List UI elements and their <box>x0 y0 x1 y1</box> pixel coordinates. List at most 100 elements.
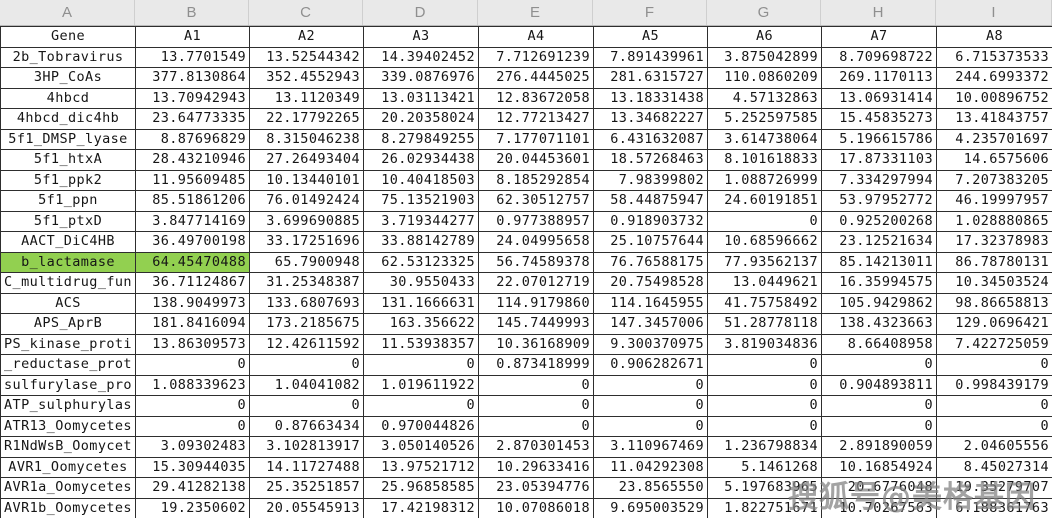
value-cell-G11[interactable]: 10.68596662 <box>707 231 822 253</box>
value-cell-C2[interactable]: 13.52544342 <box>249 46 364 68</box>
header-cell-a3[interactable]: A3 <box>363 26 479 48</box>
value-cell-H11[interactable]: 23.12521634 <box>821 231 937 253</box>
value-cell-I24[interactable]: 6.188361763 <box>936 497 1052 518</box>
value-cell-I17[interactable]: 0 <box>936 354 1052 376</box>
value-cell-F23[interactable]: 23.8565550 <box>593 477 708 499</box>
value-cell-B4[interactable]: 13.70942943 <box>135 87 250 109</box>
value-cell-D12[interactable]: 62.53123325 <box>363 251 479 273</box>
value-cell-D9[interactable]: 75.13521903 <box>363 190 479 212</box>
value-cell-H3[interactable]: 269.1170113 <box>821 67 937 89</box>
value-cell-C11[interactable]: 33.17251696 <box>249 231 364 253</box>
value-cell-G2[interactable]: 3.875042899 <box>707 46 822 68</box>
value-cell-B10[interactable]: 3.847714169 <box>135 210 250 232</box>
value-cell-D23[interactable]: 25.96858585 <box>363 477 479 499</box>
gene-cell[interactable]: AACT_DiC4HB <box>0 231 136 253</box>
value-cell-H17[interactable]: 0 <box>821 354 937 376</box>
value-cell-D8[interactable]: 10.40418503 <box>363 169 479 191</box>
header-cell-a1[interactable]: A1 <box>135 26 250 48</box>
value-cell-G6[interactable]: 3.614738064 <box>707 128 822 150</box>
value-cell-B5[interactable]: 23.64773335 <box>135 108 250 130</box>
value-cell-C15[interactable]: 173.2185675 <box>249 313 364 335</box>
value-cell-I12[interactable]: 86.78780131 <box>936 251 1052 273</box>
value-cell-B23[interactable]: 29.41282138 <box>135 477 250 499</box>
gene-cell[interactable]: ATP_sulphurylas <box>0 395 136 417</box>
header-cell-a2[interactable]: A2 <box>249 26 364 48</box>
value-cell-F19[interactable]: 0 <box>593 395 708 417</box>
value-cell-F20[interactable]: 0 <box>593 415 708 437</box>
value-cell-F15[interactable]: 147.3457006 <box>593 313 708 335</box>
value-cell-B18[interactable]: 1.088339623 <box>135 374 250 396</box>
value-cell-I18[interactable]: 0.998439179 <box>936 374 1052 396</box>
value-cell-E7[interactable]: 20.04453601 <box>478 149 594 171</box>
value-cell-E23[interactable]: 23.05394776 <box>478 477 594 499</box>
value-cell-E13[interactable]: 22.07012719 <box>478 272 594 294</box>
value-cell-G5[interactable]: 5.252597585 <box>707 108 822 130</box>
value-cell-E12[interactable]: 56.74589378 <box>478 251 594 273</box>
value-cell-D17[interactable]: 0 <box>363 354 479 376</box>
value-cell-D13[interactable]: 30.9550433 <box>363 272 479 294</box>
value-cell-G19[interactable]: 0 <box>707 395 822 417</box>
value-cell-F10[interactable]: 0.918903732 <box>593 210 708 232</box>
gene-cell[interactable]: AVR1_Oomycetes <box>0 456 136 478</box>
value-cell-H18[interactable]: 0.904893811 <box>821 374 937 396</box>
value-cell-B16[interactable]: 13.86309573 <box>135 333 250 355</box>
value-cell-G16[interactable]: 3.819034836 <box>707 333 822 355</box>
value-cell-F22[interactable]: 11.04292308 <box>593 456 708 478</box>
value-cell-D18[interactable]: 1.019611922 <box>363 374 479 396</box>
value-cell-G20[interactable]: 0 <box>707 415 822 437</box>
gene-cell[interactable]: C_multidrug_fun <box>0 272 136 294</box>
value-cell-D2[interactable]: 14.39402452 <box>363 46 479 68</box>
column-header-B[interactable]: B <box>135 0 249 25</box>
value-cell-F17[interactable]: 0.906282671 <box>593 354 708 376</box>
column-header-C[interactable]: C <box>249 0 363 25</box>
value-cell-B8[interactable]: 11.95609485 <box>135 169 250 191</box>
value-cell-E15[interactable]: 145.7449993 <box>478 313 594 335</box>
header-cell-a6[interactable]: A6 <box>707 26 822 48</box>
value-cell-G7[interactable]: 8.101618833 <box>707 149 822 171</box>
gene-cell[interactable]: 4hbcd_dic4hb <box>0 108 136 130</box>
value-cell-I23[interactable]: 19.35279707 <box>936 477 1052 499</box>
value-cell-H21[interactable]: 2.891890059 <box>821 436 937 458</box>
column-header-H[interactable]: H <box>821 0 936 25</box>
value-cell-G10[interactable]: 0 <box>707 210 822 232</box>
value-cell-E2[interactable]: 7.712691239 <box>478 46 594 68</box>
value-cell-F12[interactable]: 76.76588175 <box>593 251 708 273</box>
value-cell-B20[interactable]: 0 <box>135 415 250 437</box>
value-cell-F7[interactable]: 18.57268463 <box>593 149 708 171</box>
value-cell-I8[interactable]: 7.207383205 <box>936 169 1052 191</box>
value-cell-I19[interactable]: 0 <box>936 395 1052 417</box>
value-cell-H4[interactable]: 13.06931414 <box>821 87 937 109</box>
value-cell-D20[interactable]: 0.970044826 <box>363 415 479 437</box>
header-cell-a8[interactable]: A8 <box>936 26 1052 48</box>
value-cell-I10[interactable]: 1.028880865 <box>936 210 1052 232</box>
column-header-G[interactable]: G <box>707 0 821 25</box>
value-cell-E22[interactable]: 10.29633416 <box>478 456 594 478</box>
value-cell-I9[interactable]: 46.19997957 <box>936 190 1052 212</box>
value-cell-C23[interactable]: 25.35251857 <box>249 477 364 499</box>
value-cell-C17[interactable]: 0 <box>249 354 364 376</box>
value-cell-G22[interactable]: 5.1461268 <box>707 456 822 478</box>
value-cell-B13[interactable]: 36.71124867 <box>135 272 250 294</box>
gene-cell[interactable]: 2b_Tobravirus <box>0 46 136 68</box>
value-cell-G4[interactable]: 4.57132863 <box>707 87 822 109</box>
value-cell-H20[interactable]: 0 <box>821 415 937 437</box>
value-cell-I16[interactable]: 7.422725059 <box>936 333 1052 355</box>
gene-cell[interactable]: 4hbcd <box>0 87 136 109</box>
gene-cell[interactable]: sulfurylase_pro <box>0 374 136 396</box>
value-cell-B15[interactable]: 181.8416094 <box>135 313 250 335</box>
value-cell-I22[interactable]: 8.45027314 <box>936 456 1052 478</box>
value-cell-H24[interactable]: 10.70267563 <box>821 497 937 518</box>
value-cell-D7[interactable]: 26.02934438 <box>363 149 479 171</box>
value-cell-B7[interactable]: 28.43210946 <box>135 149 250 171</box>
value-cell-C10[interactable]: 3.699690885 <box>249 210 364 232</box>
value-cell-B12[interactable]: 64.45470488 <box>135 251 250 273</box>
value-cell-G24[interactable]: 1.822751671 <box>707 497 822 518</box>
value-cell-B19[interactable]: 0 <box>135 395 250 417</box>
value-cell-B9[interactable]: 85.51861206 <box>135 190 250 212</box>
gene-cell[interactable]: 5f1_ppk2 <box>0 169 136 191</box>
value-cell-E6[interactable]: 7.177071101 <box>478 128 594 150</box>
value-cell-C8[interactable]: 10.13440101 <box>249 169 364 191</box>
value-cell-H5[interactable]: 15.45835273 <box>821 108 937 130</box>
value-cell-F2[interactable]: 7.891439961 <box>593 46 708 68</box>
value-cell-E18[interactable]: 0 <box>478 374 594 396</box>
